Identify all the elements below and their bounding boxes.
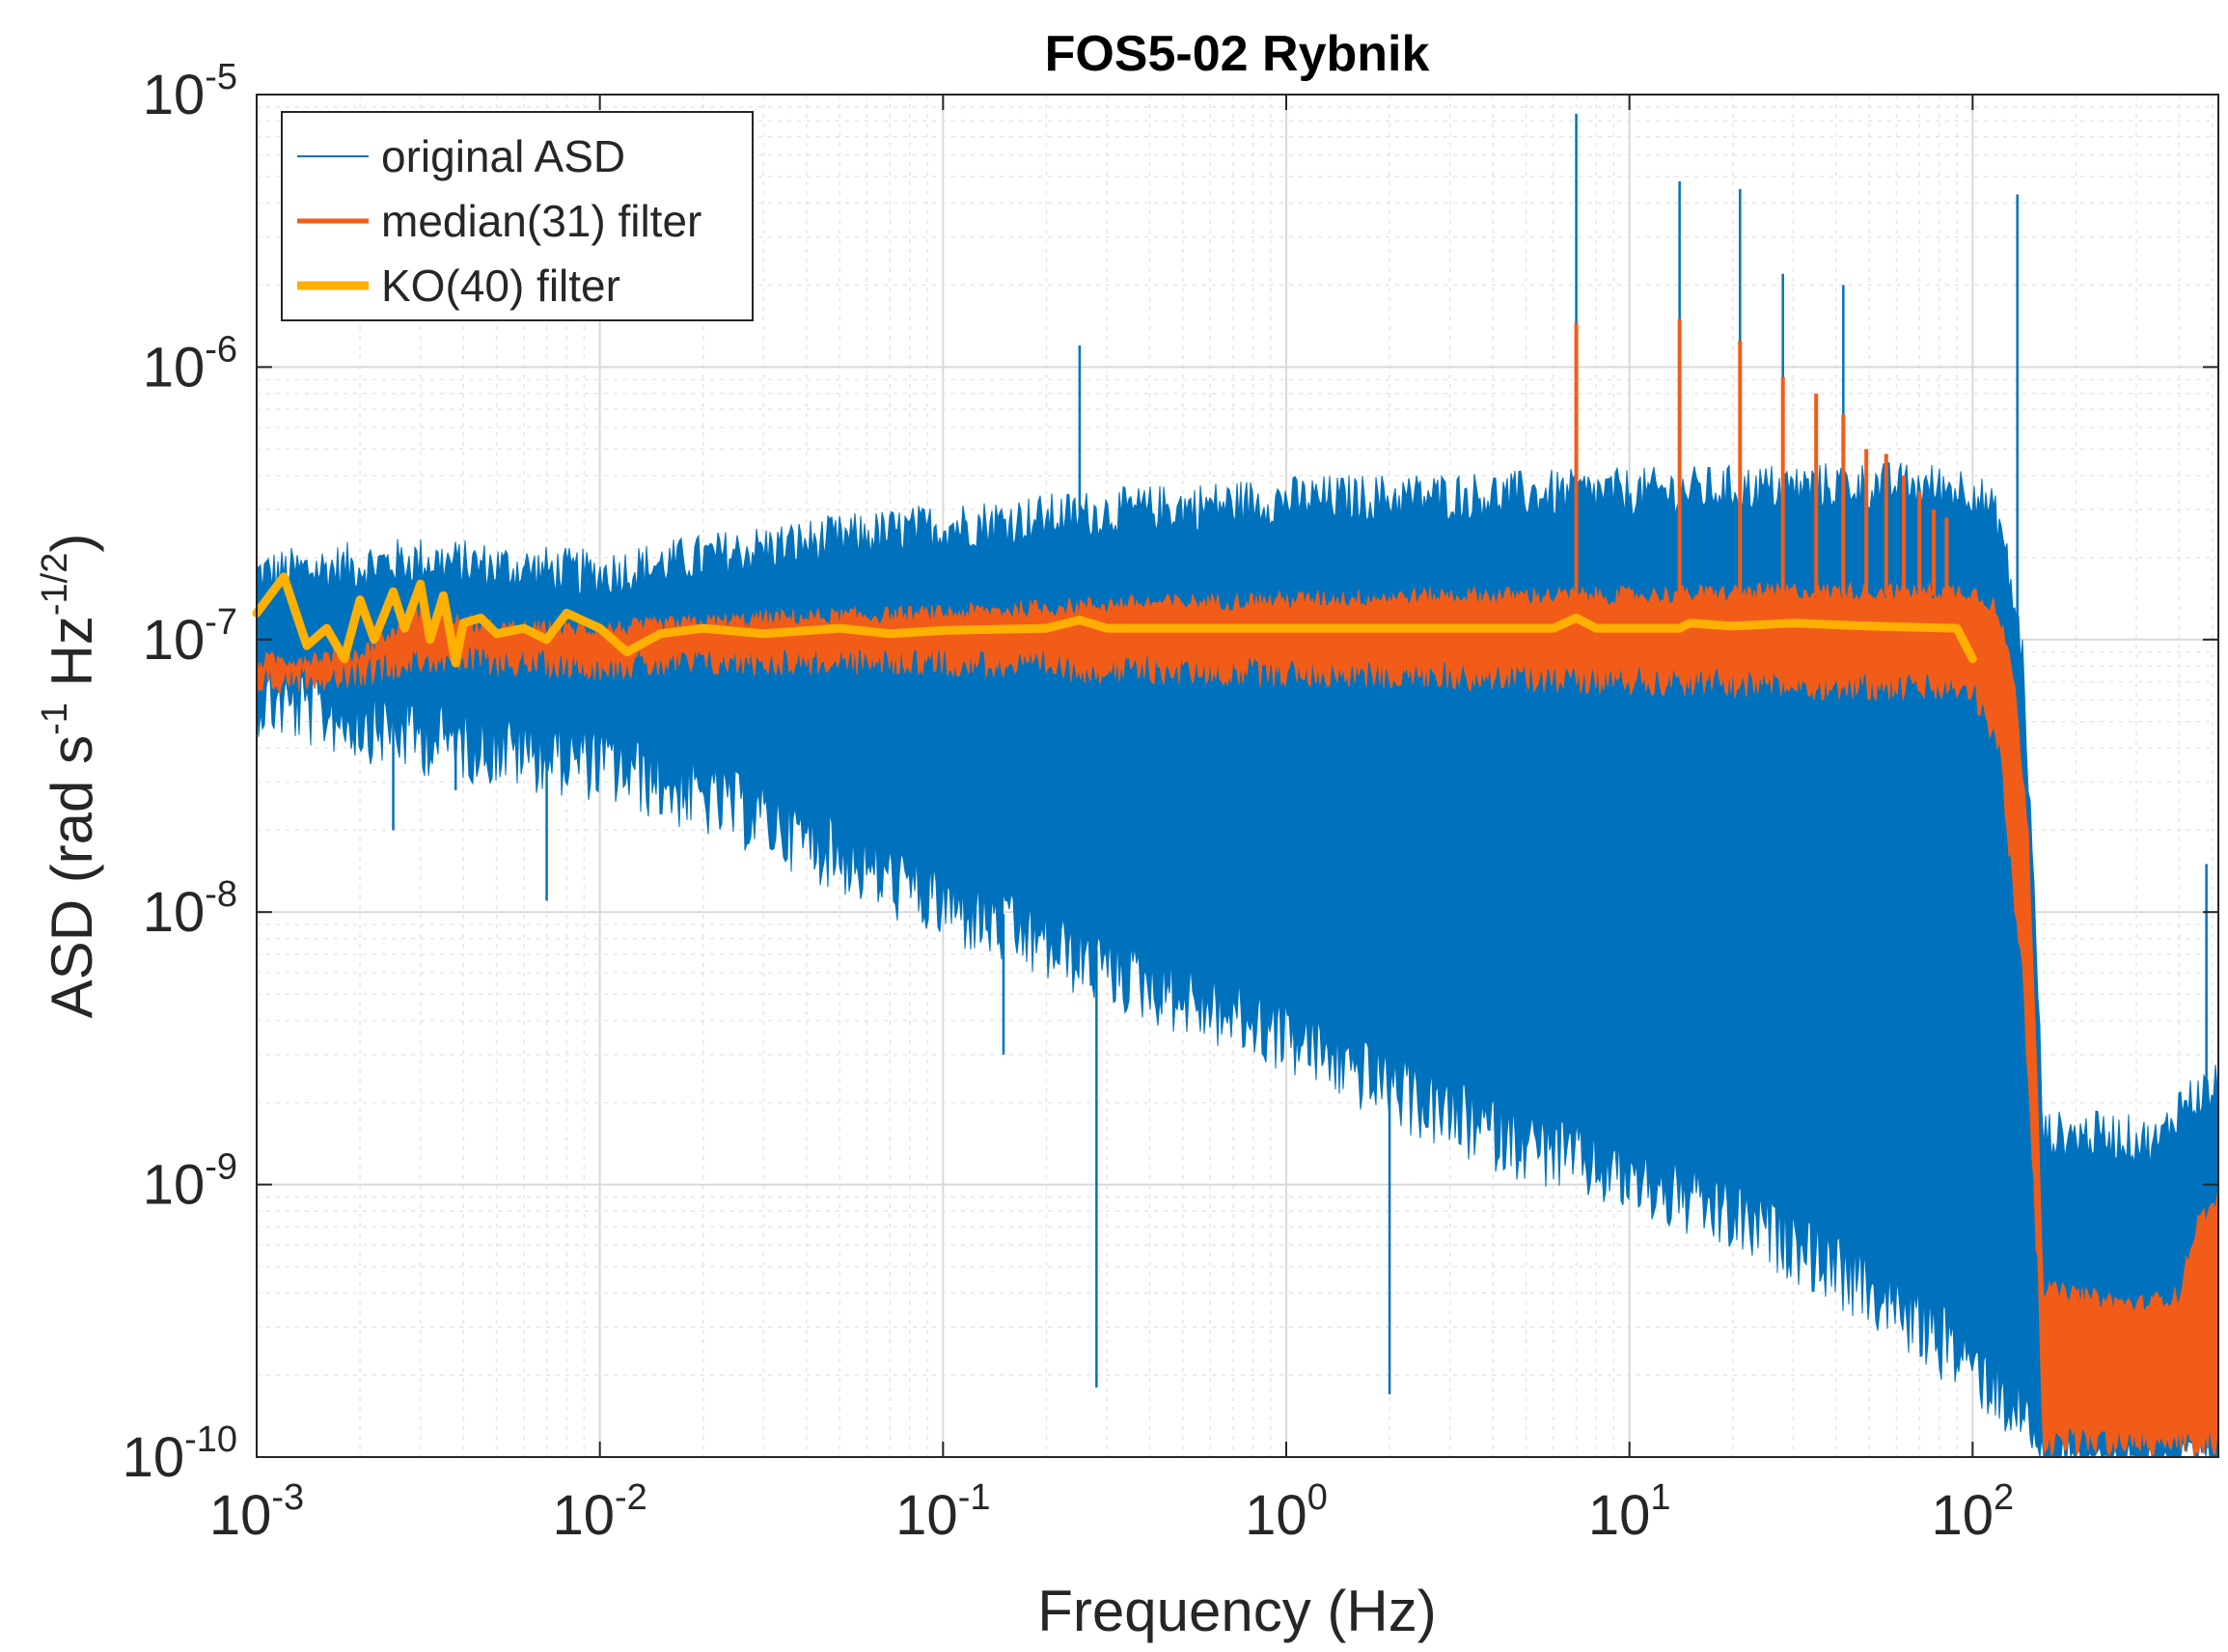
- y-tick-exponent: -8: [205, 874, 237, 915]
- x-tick-label: 101: [1588, 1477, 1671, 1547]
- y-tick-exponent: -10: [184, 1419, 237, 1460]
- legend-label-median-filter: median(31) filter: [381, 196, 701, 246]
- y-tick-label: 10-5: [143, 57, 237, 126]
- x-tick-base: 10: [895, 1484, 958, 1547]
- x-axis-label: Frequency (Hz): [1037, 1579, 1436, 1643]
- y-tick-label: 10-6: [143, 329, 237, 399]
- x-tick-base: 10: [1588, 1484, 1651, 1547]
- y-tick-exponent: -6: [205, 329, 237, 370]
- y-tick-base: 10: [143, 609, 206, 672]
- chart-title: FOS5-02 Rybnik: [1045, 26, 1430, 82]
- series-2-line: [252, 572, 1977, 668]
- x-tick-base: 10: [1932, 1484, 1994, 1547]
- y-axis-label-exp2: -1/2: [35, 553, 75, 616]
- x-tick-exponent: 2: [1994, 1477, 2014, 1518]
- y-tick-label: 10-9: [143, 1147, 237, 1217]
- x-tick-exponent: -2: [615, 1477, 647, 1518]
- x-tick-label: 102: [1932, 1477, 2015, 1547]
- y-tick-label: 10-10: [123, 1419, 237, 1489]
- y-tick-base: 10: [143, 64, 206, 126]
- y-tick-exponent: -9: [205, 1147, 237, 1188]
- y-tick-base: 10: [143, 1154, 206, 1217]
- x-tick-label: 100: [1245, 1477, 1328, 1547]
- legend-label-original-asd: original ASD: [381, 131, 625, 181]
- x-tick-exponent: -3: [271, 1477, 304, 1518]
- y-axis-label: ASD (rad s-1 Hz-1/2): [35, 534, 104, 1019]
- x-tick-label: 10-3: [209, 1477, 304, 1547]
- y-tick-base: 10: [123, 1426, 185, 1489]
- x-tick-base: 10: [553, 1484, 616, 1547]
- tick-labels: 10-3 10-2 10-1 100 101 10210-1010-910-810-710…: [123, 57, 2015, 1547]
- x-tick-exponent: 0: [1307, 1477, 1328, 1518]
- y-tick-base: 10: [143, 881, 206, 944]
- y-axis-label-exp1: -1: [35, 702, 75, 735]
- legend: original ASD median(31) filter KO(40) fi…: [281, 111, 754, 321]
- x-tick-exponent: -1: [958, 1477, 991, 1518]
- y-tick-base: 10: [143, 336, 206, 399]
- x-tick-exponent: 1: [1650, 1477, 1670, 1518]
- y-tick-label: 10-7: [143, 602, 237, 672]
- y-tick-label: 10-8: [143, 874, 237, 944]
- x-tick-base: 10: [209, 1484, 272, 1547]
- y-axis-label-suffix: ): [40, 534, 104, 553]
- x-tick-label: 10-1: [895, 1477, 990, 1547]
- x-tick-base: 10: [1245, 1484, 1307, 1547]
- legend-label-ko-filter: KO(40) filter: [381, 261, 620, 311]
- y-axis-label-prefix: ASD (rad s: [40, 735, 104, 1018]
- y-tick-exponent: -5: [205, 57, 237, 97]
- y-tick-exponent: -7: [205, 602, 237, 643]
- plot-frame: [256, 94, 2219, 1458]
- y-axis-label-mid: Hz: [40, 616, 104, 702]
- x-tick-label: 10-2: [553, 1477, 647, 1547]
- plot-area: [252, 113, 2218, 1459]
- axis-ticks: [256, 94, 2218, 1458]
